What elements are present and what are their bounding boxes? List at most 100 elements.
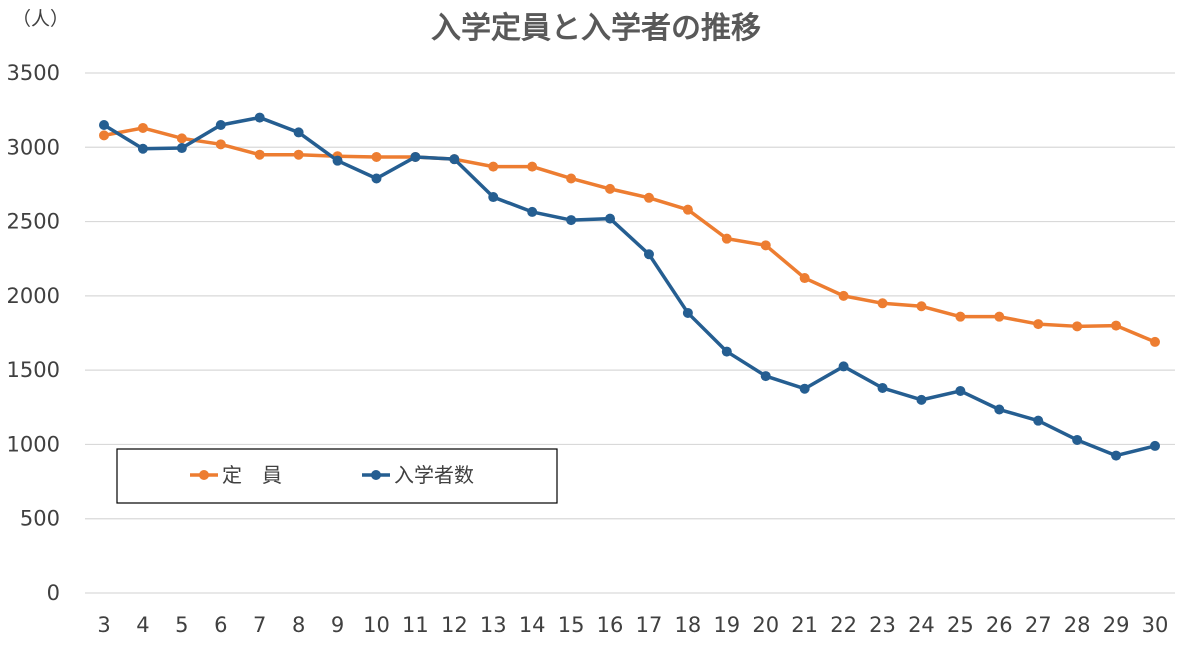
x-tick-label: 30 [1142,613,1169,637]
data-point [1111,450,1122,461]
x-tick-label: 16 [597,613,624,637]
data-point [799,383,810,394]
data-point [721,346,732,357]
y-tick-label: 2500 [7,210,60,234]
x-tick-label: 21 [791,613,818,637]
y-tick-label: 1500 [7,358,60,382]
data-point [1033,415,1044,426]
x-tick-label: 17 [636,613,663,637]
series-line [102,115,1157,458]
data-point [1072,321,1083,332]
data-point [332,155,343,166]
data-point [643,249,654,260]
x-tick-label: 19 [713,613,740,637]
data-point [760,240,771,251]
x-tick-label: 14 [519,613,546,637]
x-tick-label: 13 [480,613,507,637]
x-tick-label: 9 [331,613,344,637]
x-tick-label: 25 [947,613,974,637]
legend: 定 員 入学者数 [116,448,558,504]
x-tick-label: 12 [441,613,468,637]
data-point [566,173,577,184]
data-point [1033,319,1044,330]
legend-swatch-marker [371,470,381,480]
data-point [488,192,499,203]
data-point [254,112,265,123]
data-point [99,130,109,141]
data-point [916,301,927,312]
data-point [176,133,187,144]
data-point [527,161,538,172]
x-tick-label: 15 [558,613,585,637]
data-point [682,307,693,318]
data-point [682,204,693,215]
data-point [215,139,226,150]
legend-label: 定 員 [222,463,282,487]
x-tick-label: 3 [97,613,110,637]
y-axis-unit-label: （人） [12,8,69,30]
legend-label: 入学者数 [394,463,474,487]
x-tick-label: 23 [869,613,896,637]
x-tick-label: 8 [292,613,305,637]
data-point [99,120,109,130]
data-point [293,149,304,160]
data-point [566,215,577,226]
data-point [371,173,382,184]
data-point [527,206,538,217]
data-point [605,213,616,224]
data-point [176,143,187,154]
data-point [254,149,265,160]
data-point [137,122,148,133]
data-point [760,371,771,382]
data-point [1150,440,1160,451]
data-point [994,311,1005,322]
legend-box [116,448,558,504]
data-point [643,192,654,203]
legend-swatch-marker [199,470,209,480]
x-tick-label: 27 [1025,613,1052,637]
x-tick-label: 20 [752,613,779,637]
data-point [1111,320,1122,331]
x-tick-label: 6 [214,613,227,637]
x-tick-label: 4 [136,613,149,637]
y-tick-label: 3500 [7,61,60,85]
y-tick-label: 2000 [7,284,60,308]
data-point [955,385,966,396]
data-point [605,183,616,194]
x-tick-label: 18 [675,613,702,637]
data-point [449,154,460,165]
data-point [1072,434,1083,445]
chart-title: 入学定員と入学者の推移 [431,11,761,46]
x-tick-label: 11 [402,613,429,637]
y-axis-ticks: 0 500 1000 1500 2000 2500 3000 3500 [7,61,60,605]
y-tick-label: 500 [20,507,60,531]
x-tick-label: 5 [175,613,188,637]
gridlines [85,72,1175,594]
data-point [488,161,499,172]
y-tick-label: 3000 [7,135,60,159]
data-point [877,382,888,393]
data-point [137,143,148,154]
x-tick-label: 28 [1064,613,1091,637]
x-axis-ticks: 3 4 5 6 7 8 9 10 11 12 13 14 15 16 17 18 19 20 21 22 23 24 25 2… [97,613,1168,637]
x-tick-label: 22 [830,613,857,637]
data-point [799,273,810,284]
data-point [838,361,849,372]
series-2 [99,112,1160,461]
data-point [215,120,226,130]
series-line [102,126,1157,344]
x-tick-label: 7 [253,613,266,637]
x-tick-label: 10 [363,613,390,637]
data-point [916,394,927,405]
data-point [410,151,421,162]
y-tick-label: 1000 [7,432,60,456]
data-point [721,233,732,244]
data-point [371,151,382,162]
data-point [293,127,304,138]
x-tick-label: 26 [986,613,1013,637]
x-tick-label: 24 [908,613,935,637]
y-tick-label: 0 [47,581,60,605]
data-point [1150,336,1160,347]
series-lines [99,112,1160,461]
